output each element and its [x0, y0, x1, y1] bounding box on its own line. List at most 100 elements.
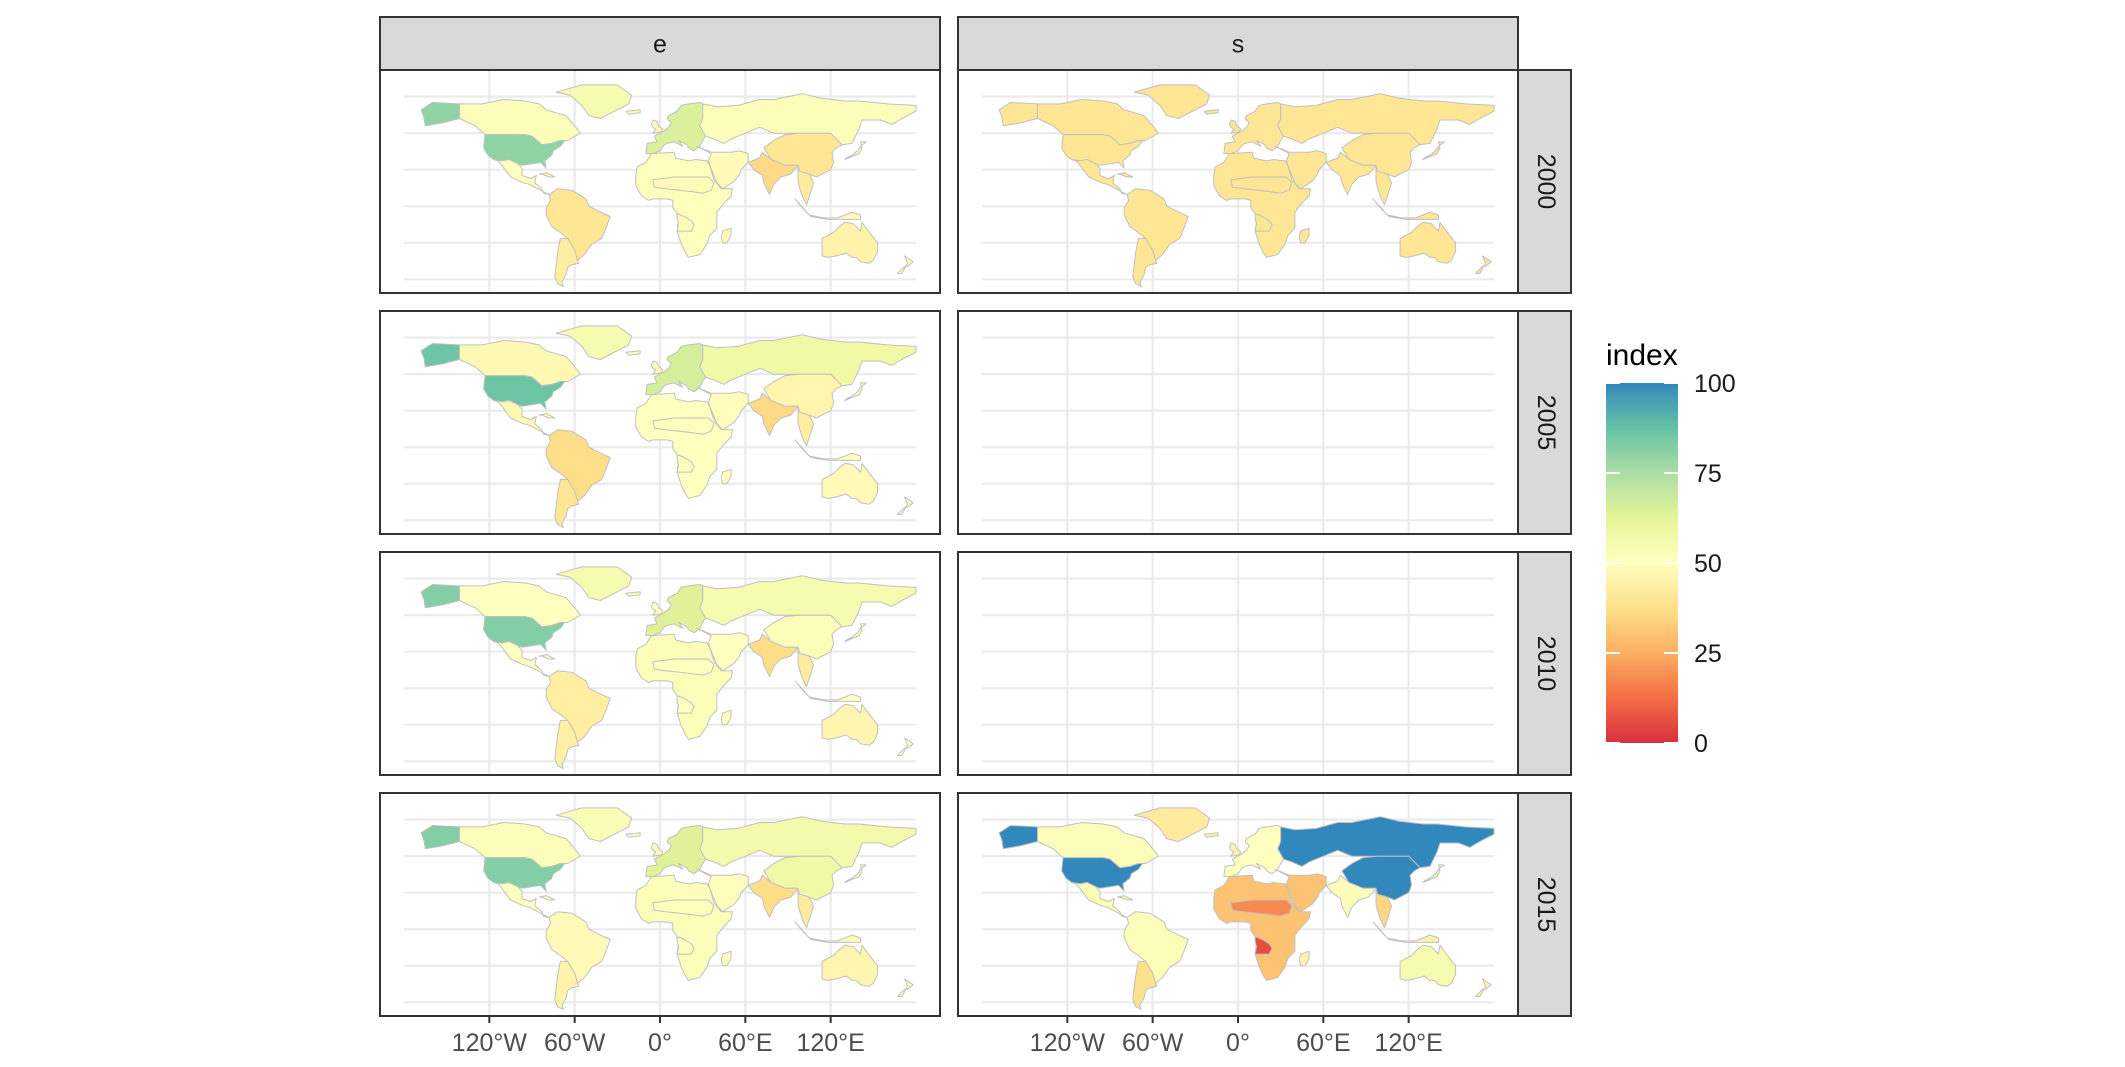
x-tick-label: 60°W — [1122, 1029, 1184, 1057]
x-tick-label: 0° — [1226, 1029, 1250, 1057]
map-regions — [998, 84, 1495, 288]
country-russia — [1277, 93, 1495, 146]
map-regions — [420, 84, 917, 288]
country-australia — [821, 703, 879, 746]
country-uk — [651, 360, 664, 375]
country-south-america — [1123, 188, 1189, 261]
country-alaska — [420, 343, 460, 368]
country-alaska — [998, 102, 1038, 127]
country-madagascar — [720, 468, 732, 485]
strip-background — [1517, 310, 1572, 535]
country-greenland — [555, 807, 633, 842]
country-middle-east — [696, 386, 749, 431]
country-indonesia — [1372, 921, 1439, 943]
country-mexico — [493, 641, 550, 677]
panel-gridlines — [982, 552, 1494, 775]
country-greenland — [555, 566, 633, 601]
strip-column-s: s — [957, 16, 1519, 71]
country-angola — [676, 454, 695, 473]
country-cuba — [1116, 895, 1134, 901]
country-sahel — [652, 658, 715, 676]
country-south-america — [545, 188, 611, 261]
country-nz — [897, 978, 914, 997]
strip-row-2000: 2000 — [1517, 69, 1572, 294]
country-cuba — [538, 654, 556, 660]
country-argentina — [554, 478, 580, 529]
facet-panel-s-2015 — [957, 792, 1519, 1017]
strip-row-2005: 2005 — [1517, 310, 1572, 535]
strip-label: s — [1232, 31, 1245, 59]
country-se-asia — [1375, 887, 1393, 929]
country-argentina — [554, 237, 580, 288]
country-sahel — [652, 899, 715, 917]
color-legend: index 100 75 50 25 0 — [1606, 339, 1736, 758]
strip-background — [1517, 792, 1572, 1017]
legend-tick-label: 0 — [1694, 730, 1708, 758]
country-madagascar — [720, 227, 732, 244]
country-iceland — [625, 350, 641, 356]
country-mexico — [1071, 882, 1128, 918]
country-alaska — [420, 584, 460, 609]
facet-panels — [379, 69, 1519, 1017]
x-tick-label: 120°W — [452, 1029, 528, 1057]
strip-column-e: e — [379, 16, 941, 71]
country-sahel — [652, 417, 715, 435]
country-se-asia — [797, 164, 815, 206]
country-australia — [1399, 221, 1457, 264]
country-iceland — [1203, 109, 1219, 115]
country-angola — [676, 936, 695, 955]
country-angola — [1254, 936, 1273, 955]
country-japan — [844, 141, 867, 160]
country-iceland — [625, 109, 641, 115]
country-angola — [676, 695, 695, 714]
country-greenland — [555, 325, 633, 360]
country-madagascar — [1298, 950, 1310, 967]
country-cuba — [538, 172, 556, 178]
country-se-asia — [797, 646, 815, 688]
map-regions — [998, 807, 1495, 1011]
facet-panel-e-2015 — [379, 792, 941, 1017]
country-mexico — [493, 159, 550, 195]
country-middle-east — [696, 868, 749, 913]
country-nz — [897, 737, 914, 756]
country-japan — [844, 382, 867, 401]
country-russia — [699, 816, 917, 869]
strip-row-2015: 2015 — [1517, 792, 1572, 1017]
country-iceland — [625, 591, 641, 597]
country-japan — [844, 623, 867, 642]
country-greenland — [555, 84, 633, 119]
panel-border — [379, 551, 941, 776]
country-south-america — [545, 670, 611, 743]
country-indonesia — [794, 921, 861, 943]
country-india — [747, 392, 799, 436]
facet-panel-e-2010 — [379, 551, 941, 776]
country-japan — [844, 864, 867, 883]
country-alaska — [420, 102, 460, 127]
country-greenland — [1133, 807, 1211, 842]
strip-row-2010: 2010 — [1517, 551, 1572, 776]
country-uk — [651, 601, 664, 616]
country-uk — [1229, 119, 1242, 134]
legend-tick-label: 25 — [1694, 640, 1722, 668]
strip-background — [379, 16, 941, 71]
panel-border — [379, 310, 941, 535]
country-australia — [821, 221, 879, 264]
country-nz — [1475, 255, 1492, 274]
country-cuba — [538, 895, 556, 901]
country-uk — [651, 842, 664, 857]
facet-panel-s-2010 — [957, 551, 1519, 776]
strip-label: 2000 — [1532, 154, 1560, 210]
panel-gridlines — [982, 311, 1494, 534]
country-iceland — [1203, 832, 1219, 838]
country-indonesia — [794, 439, 861, 461]
legend-title: index — [1606, 339, 1678, 372]
country-sahel — [652, 176, 715, 194]
country-madagascar — [720, 709, 732, 726]
country-uk — [651, 119, 664, 134]
country-argentina — [554, 960, 580, 1011]
country-cuba — [538, 413, 556, 419]
country-japan — [1422, 864, 1445, 883]
x-axis: 120°W 60°W 0° 60°E 120°E 120°W 60°W 0° 60°E 120°E — [452, 1016, 1443, 1057]
x-tick-label: 60°E — [1296, 1029, 1350, 1057]
